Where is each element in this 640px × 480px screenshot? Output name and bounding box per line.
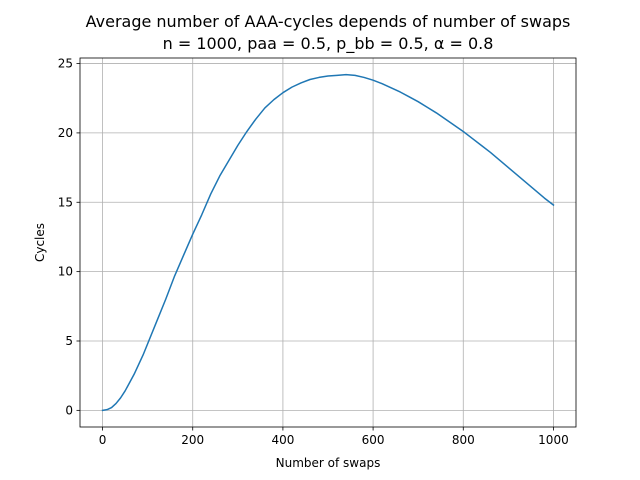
data-series — [101, 73, 555, 412]
x-tick-label: 600 — [362, 433, 385, 447]
y-tick-label: 0 — [65, 403, 73, 417]
x-tick-label: 800 — [452, 433, 475, 447]
x-tick-label: 0 — [99, 433, 107, 447]
chart-subtitle: n = 1000, paa = 0.5, p_bb = 0.5, α = 0.8 — [163, 34, 494, 54]
y-axis-label: Cycles — [33, 223, 47, 262]
grid-lines — [80, 58, 576, 427]
x-axis-label: Number of swaps — [276, 456, 381, 470]
x-tick-label: 1000 — [538, 433, 569, 447]
y-tick-label: 10 — [58, 265, 73, 279]
y-tick-label: 5 — [65, 334, 73, 348]
y-tick-label: 20 — [58, 126, 73, 140]
y-tick-label: 15 — [58, 195, 73, 209]
plot-frame — [79, 57, 577, 428]
chart-title: Average number of AAA-cycles depends of … — [86, 12, 571, 31]
y-tick-label: 25 — [58, 57, 73, 71]
x-tick-label: 200 — [181, 433, 204, 447]
x-tick-label: 400 — [271, 433, 294, 447]
axis-ticks: 0 200 400 600 800 1000 0 5 10 15 20 25 — [58, 57, 569, 447]
series-line — [101, 73, 555, 412]
